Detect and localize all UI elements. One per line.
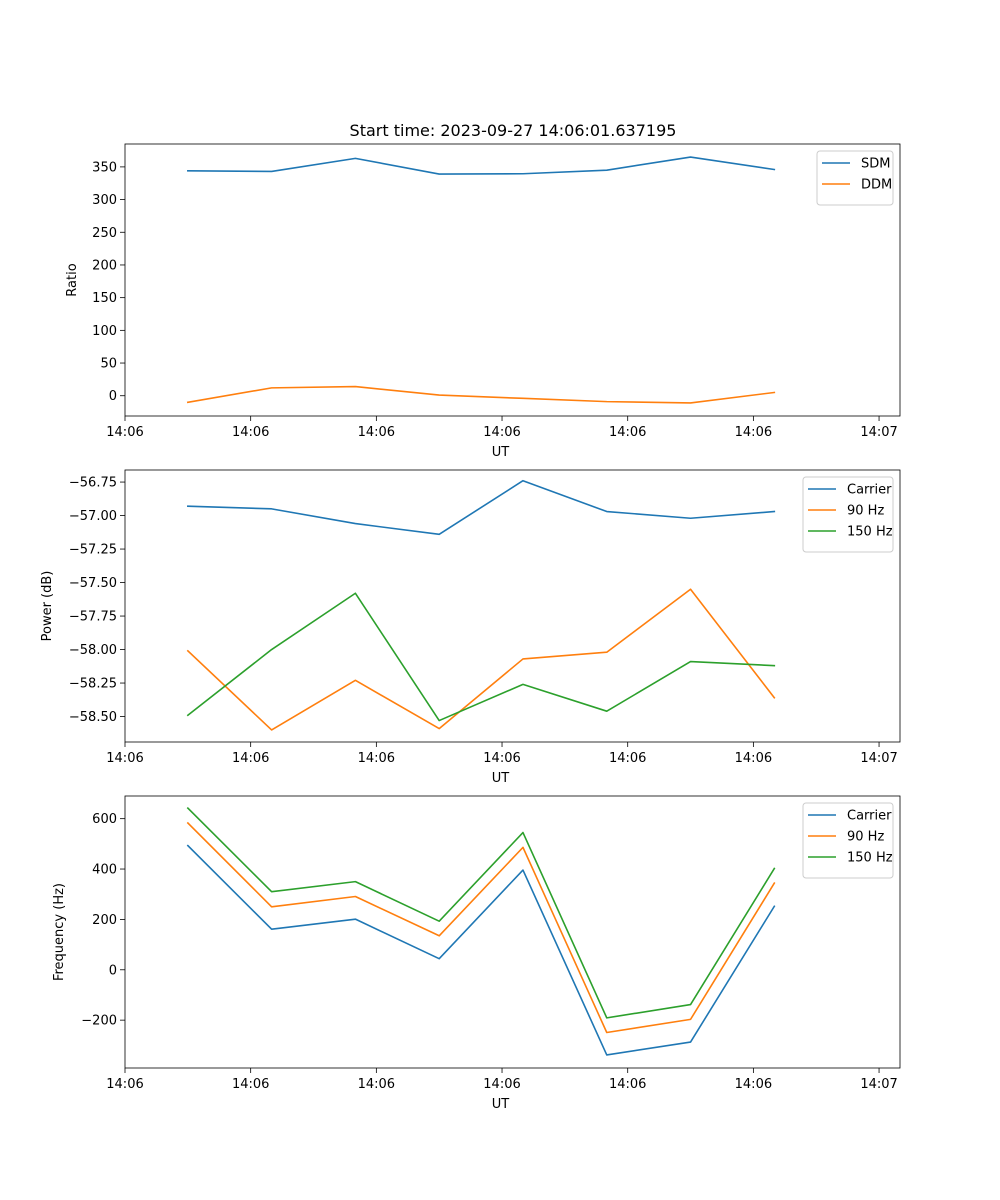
y-tick-label: 600	[92, 812, 117, 827]
series-line-sdm	[187, 156, 776, 175]
legend-label: DDM	[861, 178, 892, 193]
x-tick-label: 14:06	[232, 425, 269, 440]
x-tick-label: 14:06	[483, 425, 520, 440]
legend-label: 90 Hz	[847, 504, 884, 519]
legend: SDM DDM	[816, 150, 894, 206]
x-tick-label: 14:06	[609, 425, 646, 440]
y-tick-label: 200	[92, 258, 117, 273]
x-tick-label: 14:07	[860, 1077, 897, 1092]
y-tick-label: 50	[100, 357, 117, 372]
y-tick-label: −58.00	[69, 643, 117, 658]
series-lines	[186, 806, 776, 1056]
legend-frame	[802, 802, 894, 879]
y-axis-label: Ratio	[65, 263, 80, 296]
x-tick-label: 14:06	[609, 751, 646, 766]
legend-label: Carrier	[847, 483, 892, 498]
y-tick-label: −57.75	[69, 610, 117, 625]
x-axis: 14:06 14:06 14:06 14:06 14:06 14:06 14:07	[106, 416, 898, 440]
y-tick-label: −58.25	[69, 677, 117, 692]
x-tick-label: 14:06	[106, 425, 143, 440]
x-axis: 14:06 14:06 14:06 14:06 14:06 14:06 14:07	[106, 1068, 898, 1092]
y-tick-label: 0	[109, 963, 117, 978]
x-tick-label: 14:06	[609, 1077, 646, 1092]
y-tick-label: 200	[92, 913, 117, 928]
y-tick-label: 300	[92, 193, 117, 208]
x-tick-label: 14:06	[483, 751, 520, 766]
y-tick-label: 250	[92, 226, 117, 241]
x-tick-label: 14:06	[358, 425, 395, 440]
series-lines	[186, 479, 776, 731]
y-tick-label: 350	[92, 160, 117, 175]
series-line-150-hz	[186, 592, 776, 722]
legend-label: 150 Hz	[847, 851, 893, 866]
x-axis-label: UT	[492, 1097, 510, 1112]
legend-frame	[802, 476, 894, 553]
x-tick-label: 14:07	[860, 425, 897, 440]
y-axis: −200 0 200 400 600	[81, 812, 125, 1029]
x-tick-label: 14:06	[735, 1077, 772, 1092]
x-tick-label: 14:06	[232, 751, 269, 766]
series-line-150-hz	[186, 806, 776, 1019]
legend-label: 150 Hz	[847, 525, 893, 540]
y-axis-label: Frequency (Hz)	[52, 883, 67, 981]
series-lines	[186, 156, 776, 404]
legend-label: Carrier	[847, 809, 892, 824]
x-tick-label: 14:06	[735, 425, 772, 440]
x-axis-label: UT	[492, 771, 510, 786]
legend-frame	[816, 150, 894, 206]
y-tick-label: 100	[92, 324, 117, 339]
y-tick-label: −200	[81, 1014, 117, 1029]
x-tick-label: 14:06	[106, 1077, 143, 1092]
legend-label: 90 Hz	[847, 830, 884, 845]
panels: 14:06 14:06 14:06 14:06 14:06 14:06 14:07 UT 0 50…	[40, 143, 901, 1112]
y-axis-label: Power (dB)	[40, 571, 55, 642]
x-axis-label: UT	[492, 445, 510, 460]
legend-label: SDM	[861, 157, 890, 172]
panel-2: 14:06 14:06 14:06 14:06 14:06 14:06 14:07 UT −58…	[40, 469, 901, 786]
x-tick-label: 14:06	[358, 1077, 395, 1092]
x-tick-label: 14:06	[735, 751, 772, 766]
y-tick-label: −57.00	[69, 509, 117, 524]
figure-title: Start time: 2023-09-27 14:06:01.637195	[350, 121, 677, 140]
x-tick-label: 14:06	[106, 751, 143, 766]
series-line-carrier	[186, 844, 776, 1056]
x-tick-label: 14:06	[232, 1077, 269, 1092]
y-tick-label: 400	[92, 863, 117, 878]
y-axis: 0 50 100 150 200 250 300 350	[92, 160, 125, 404]
axes-frame	[124, 143, 901, 417]
y-tick-label: −57.25	[69, 543, 117, 558]
panel-1: 14:06 14:06 14:06 14:06 14:06 14:06 14:07 UT 0 50…	[65, 143, 901, 460]
series-line-ddm	[186, 385, 776, 404]
y-tick-label: 150	[92, 291, 117, 306]
x-axis: 14:06 14:06 14:06 14:06 14:06 14:06 14:07	[106, 742, 898, 766]
axes-frame	[124, 795, 901, 1069]
y-tick-label: −56.75	[69, 476, 117, 491]
y-tick-label: −57.50	[69, 576, 117, 591]
y-tick-label: −58.50	[69, 710, 117, 725]
panel-3: 14:06 14:06 14:06 14:06 14:06 14:06 14:07 UT −20…	[52, 795, 901, 1112]
y-axis: −58.50 −58.25 −58.00 −57.75 −57.50 −57.25 −57.…	[69, 476, 125, 725]
x-tick-label: 14:07	[860, 751, 897, 766]
series-line-90-hz	[186, 588, 776, 731]
series-line-90-hz	[186, 821, 776, 1034]
legend: Carrier 90 Hz 150 Hz	[802, 476, 894, 553]
legend: Carrier 90 Hz 150 Hz	[802, 802, 894, 879]
axes-frame	[124, 469, 901, 743]
x-tick-label: 14:06	[483, 1077, 520, 1092]
y-tick-label: 0	[109, 389, 117, 404]
x-tick-label: 14:06	[358, 751, 395, 766]
series-line-carrier	[187, 479, 776, 536]
